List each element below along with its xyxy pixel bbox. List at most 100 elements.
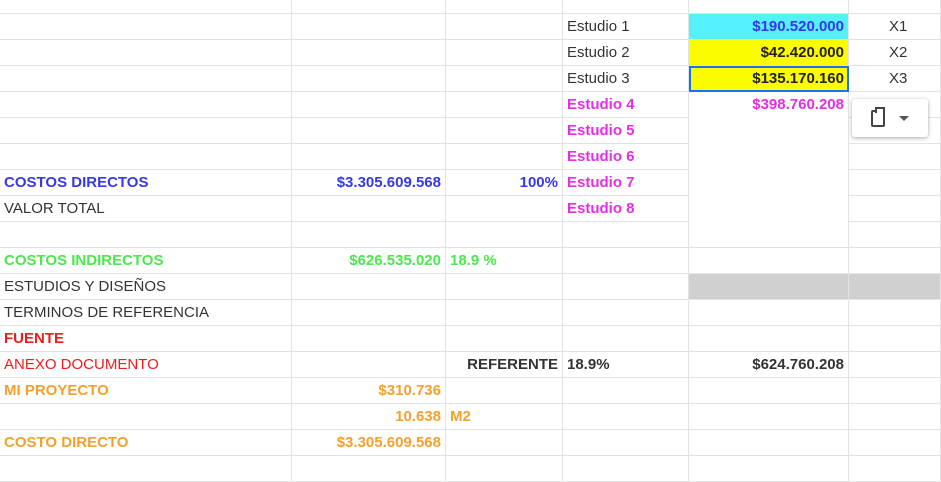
mi-proyecto-label[interactable]: MI PROYECTO [0, 378, 292, 404]
cell[interactable] [446, 222, 563, 248]
cell[interactable] [689, 430, 849, 456]
cell[interactable] [689, 118, 849, 144]
terminos-label[interactable]: TERMINOS DE REFERENCIA [0, 300, 292, 326]
study-label-cell[interactable]: Estudio 6 [563, 144, 689, 170]
study-label-cell[interactable]: Estudio 7 [563, 170, 689, 196]
referente-cell[interactable]: REFERENTE [446, 352, 563, 378]
study-x-cell[interactable]: X1 [849, 14, 941, 40]
cell[interactable] [563, 430, 689, 456]
mi-proyecto-value[interactable]: $310.736 [292, 378, 446, 404]
cell[interactable] [849, 196, 941, 222]
study-label-cell[interactable]: Estudio 2 [563, 40, 689, 66]
cell[interactable] [292, 40, 446, 66]
cell[interactable] [689, 326, 849, 352]
cell[interactable] [292, 352, 446, 378]
cell[interactable] [446, 118, 563, 144]
cell[interactable] [0, 144, 292, 170]
cell[interactable] [0, 14, 292, 40]
cell[interactable] [849, 326, 941, 352]
fuente-label[interactable]: FUENTE [0, 326, 292, 352]
costo-directo-value[interactable]: $3.305.609.568 [292, 430, 446, 456]
cell[interactable] [689, 196, 849, 222]
cell[interactable] [292, 0, 446, 14]
cell[interactable] [446, 326, 563, 352]
cell[interactable] [0, 222, 292, 248]
cell[interactable] [689, 456, 849, 482]
costos-directos-pct[interactable]: 100% [446, 170, 563, 196]
cell[interactable] [446, 14, 563, 40]
study-label-cell[interactable]: Estudio 4 [563, 92, 689, 118]
cell[interactable] [0, 118, 292, 144]
study-x-cell[interactable]: X2 [849, 40, 941, 66]
study-value-cell[interactable]: $398.760.208 [689, 92, 849, 118]
cell[interactable] [292, 66, 446, 92]
costos-indirectos-pct[interactable]: 18.9 % [446, 248, 563, 274]
costos-directos-label[interactable]: COSTOS DIRECTOS [0, 170, 292, 196]
area-unit[interactable]: M2 [446, 404, 563, 430]
anexo-value-cell[interactable]: $624.760.208 [689, 352, 849, 378]
cell[interactable] [292, 300, 446, 326]
cell[interactable] [292, 456, 446, 482]
study-label-cell[interactable]: Estudio 1 [563, 14, 689, 40]
cell[interactable] [563, 274, 689, 300]
cell[interactable] [563, 326, 689, 352]
cell[interactable] [849, 222, 941, 248]
cell[interactable] [446, 378, 563, 404]
cell[interactable] [446, 92, 563, 118]
cell[interactable] [292, 118, 446, 144]
costos-directos-value[interactable]: $3.305.609.568 [292, 170, 446, 196]
study-value-cell[interactable]: $190.520.000 [689, 14, 849, 40]
cell[interactable] [446, 274, 563, 300]
cell[interactable] [689, 222, 849, 248]
cell[interactable] [446, 40, 563, 66]
cell[interactable] [689, 404, 849, 430]
cell[interactable] [563, 300, 689, 326]
cell[interactable] [849, 404, 941, 430]
cell[interactable] [446, 430, 563, 456]
cell[interactable] [0, 40, 292, 66]
cell[interactable] [849, 456, 941, 482]
cell[interactable] [689, 144, 849, 170]
cell[interactable] [446, 196, 563, 222]
cell[interactable] [0, 404, 292, 430]
cell[interactable] [0, 456, 292, 482]
valor-total-label[interactable]: VALOR TOTAL [0, 196, 292, 222]
cell[interactable] [446, 300, 563, 326]
cell[interactable] [292, 326, 446, 352]
cell[interactable] [292, 274, 446, 300]
cell[interactable] [849, 378, 941, 404]
cell[interactable] [849, 300, 941, 326]
cell[interactable] [563, 456, 689, 482]
cell[interactable] [292, 196, 446, 222]
paste-options-button[interactable] [852, 99, 928, 137]
study-label-cell[interactable]: Estudio 5 [563, 118, 689, 144]
costos-indirectos-label[interactable]: COSTOS INDIRECTOS [0, 248, 292, 274]
area-value[interactable]: 10.638 [292, 404, 446, 430]
cell[interactable] [446, 66, 563, 92]
cell[interactable] [849, 170, 941, 196]
cell[interactable] [0, 92, 292, 118]
cell[interactable] [849, 430, 941, 456]
cell[interactable] [849, 0, 941, 14]
cell[interactable] [563, 404, 689, 430]
anexo-documento-label[interactable]: ANEXO DOCUMENTO [0, 352, 292, 378]
cell[interactable] [0, 0, 292, 14]
costos-indirectos-value[interactable]: $626.535.020 [292, 248, 446, 274]
cell[interactable] [689, 300, 849, 326]
cell[interactable] [563, 248, 689, 274]
cell[interactable] [849, 352, 941, 378]
study-label-cell[interactable]: Estudio 3 [563, 66, 689, 92]
cell[interactable] [849, 144, 941, 170]
cell[interactable] [563, 222, 689, 248]
cell[interactable] [563, 378, 689, 404]
cell[interactable] [689, 0, 849, 14]
cell[interactable] [563, 0, 689, 14]
grey-filled-cell[interactable] [689, 274, 849, 300]
cell[interactable] [292, 14, 446, 40]
selected-study-value-cell[interactable]: $135.170.160 [689, 66, 849, 92]
estudios-disenos-label[interactable]: ESTUDIOS Y DISEÑOS [0, 274, 292, 300]
cell[interactable] [446, 144, 563, 170]
study-label-cell[interactable]: Estudio 8 [563, 196, 689, 222]
costo-directo-label[interactable]: COSTO DIRECTO [0, 430, 292, 456]
cell[interactable] [689, 170, 849, 196]
